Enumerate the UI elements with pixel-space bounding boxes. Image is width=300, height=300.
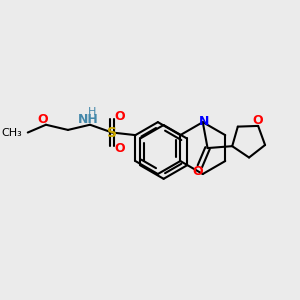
Text: O: O (193, 164, 203, 178)
Text: O: O (253, 114, 263, 127)
Text: CH₃: CH₃ (1, 128, 22, 137)
Text: O: O (114, 110, 125, 123)
Text: S: S (107, 125, 117, 140)
Text: N: N (199, 115, 209, 128)
Text: O: O (114, 142, 125, 155)
Text: H: H (88, 107, 96, 117)
Text: O: O (38, 113, 48, 126)
Text: NH: NH (78, 113, 98, 126)
